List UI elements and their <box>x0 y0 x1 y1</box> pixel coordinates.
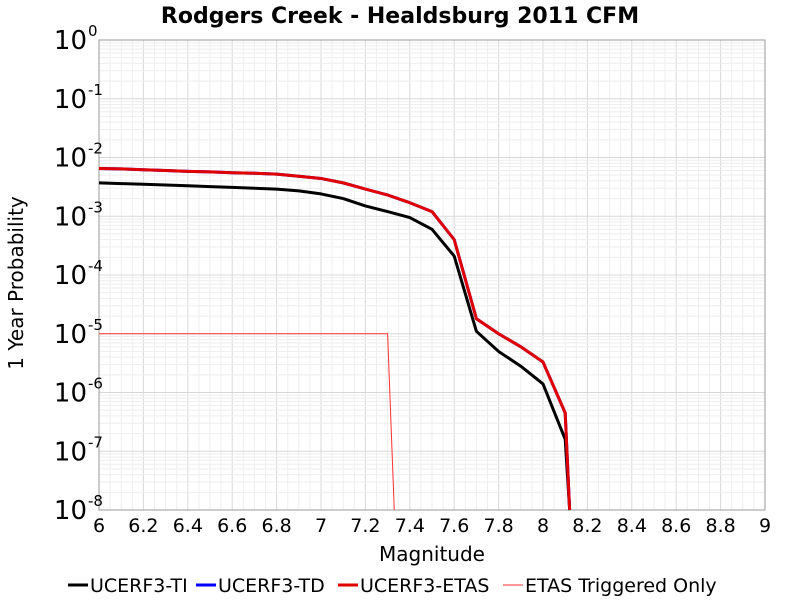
y-tick-exponent: -1 <box>88 81 103 99</box>
y-tick-base: 10 <box>54 379 87 409</box>
y-tick-label: 10 -2 <box>54 140 103 174</box>
legend-label: UCERF3-TI <box>90 575 188 597</box>
series-layer <box>98 166 572 511</box>
y-tick-label: 10 -3 <box>54 198 103 232</box>
series-line-etas-triggered-only <box>99 333 395 511</box>
y-tick-label: 10 0 <box>54 22 98 56</box>
x-tick-label: 6.4 <box>173 515 203 537</box>
y-tick-label: 10 -4 <box>54 257 103 291</box>
y-tick-base: 10 <box>54 496 87 526</box>
x-tick-label: 8.2 <box>572 515 602 537</box>
chart-title: Rodgers Creek - Healdsburg 2011 CFM <box>161 4 639 29</box>
plot-area <box>98 39 766 511</box>
x-axis-label: Magnitude <box>379 542 485 566</box>
legend-label: UCERF3-ETAS <box>360 575 489 597</box>
series-line-ucerf3-etas <box>98 166 572 511</box>
x-tick-label: 6.6 <box>217 515 247 537</box>
y-tick-base: 10 <box>54 144 87 174</box>
y-tick-base: 10 <box>54 85 87 115</box>
y-tick-exponent: -5 <box>88 316 103 334</box>
x-tick-label: 8.8 <box>705 515 735 537</box>
y-tick-label: 10 -8 <box>54 492 103 526</box>
y-tick-base: 10 <box>54 202 87 232</box>
y-tick-label: 10 -1 <box>54 81 103 115</box>
y-tick-exponent: -8 <box>88 492 103 510</box>
x-tick-label: 8.4 <box>617 515 647 537</box>
y-tick-exponent: 0 <box>88 22 98 40</box>
y-tick-label: 10 -6 <box>54 375 103 409</box>
y-axis-label: 1 Year Probability <box>4 196 28 370</box>
y-tick-label: 10 -5 <box>54 316 103 350</box>
x-tick-label: 8.6 <box>661 515 691 537</box>
y-tick-base: 10 <box>54 320 87 350</box>
series-line-ucerf3-ti <box>98 181 572 511</box>
y-tick-exponent: -4 <box>88 257 103 275</box>
y-tick-exponent: -2 <box>88 140 103 158</box>
y-tick-base: 10 <box>54 261 87 291</box>
grid <box>98 40 766 511</box>
legend: UCERF3-TI UCERF3-TD UCERF3-ETAS ETAS Trigge… <box>68 575 717 597</box>
y-tick-base: 10 <box>54 437 87 467</box>
x-axis-ticks: 6 6.2 6.4 6.6 6.8 7 7.2 7.4 7.6 7.8 8 8.2 8.4 8.6 8.8 9 <box>93 515 771 537</box>
y-tick-exponent: -7 <box>88 433 103 451</box>
x-tick-label: 7.2 <box>350 515 380 537</box>
y-tick-label: 10 -7 <box>54 433 103 467</box>
y-tick-exponent: -6 <box>88 375 103 393</box>
x-tick-label: 6.8 <box>261 515 291 537</box>
x-tick-label: 7.6 <box>439 515 469 537</box>
y-tick-base: 10 <box>54 26 87 56</box>
x-tick-label: 7.4 <box>395 515 425 537</box>
x-tick-label: 9 <box>759 515 771 537</box>
y-tick-exponent: -3 <box>88 198 103 216</box>
legend-label: UCERF3-TD <box>218 575 325 597</box>
x-tick-label: 7.8 <box>483 515 513 537</box>
x-tick-label: 6.2 <box>128 515 158 537</box>
x-tick-label: 7 <box>315 515 327 537</box>
x-tick-label: 8 <box>537 515 549 537</box>
legend-label: ETAS Triggered Only <box>525 575 717 597</box>
x-tick-label: 6 <box>93 515 105 537</box>
